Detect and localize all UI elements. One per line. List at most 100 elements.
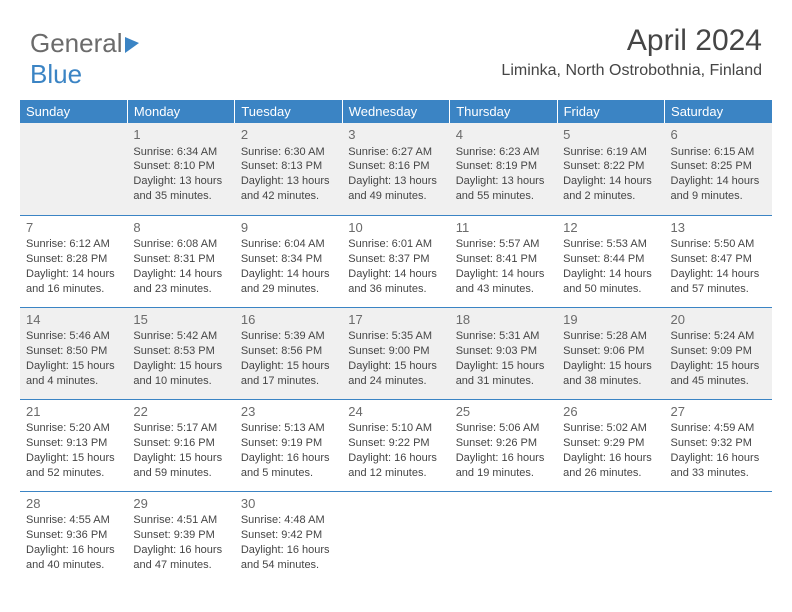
day-number: 24 [348,403,443,421]
weekday-header-row: Sunday Monday Tuesday Wednesday Thursday… [20,100,772,123]
day-details: Sunrise: 5:35 AMSunset: 9:00 PMDaylight:… [348,329,443,388]
day-number: 8 [133,219,228,237]
calendar-cell: 9Sunrise: 6:04 AMSunset: 8:34 PMDaylight… [235,215,342,307]
day-details: Sunrise: 6:08 AMSunset: 8:31 PMDaylight:… [133,237,228,296]
day-number: 7 [26,219,121,237]
day-number: 13 [671,219,766,237]
calendar-row: 1Sunrise: 6:34 AMSunset: 8:10 PMDaylight… [20,123,772,215]
day-details: Sunrise: 6:23 AMSunset: 8:19 PMDaylight:… [456,145,551,204]
calendar-cell: 25Sunrise: 5:06 AMSunset: 9:26 PMDayligh… [450,399,557,491]
weekday-tuesday: Tuesday [235,100,342,123]
day-number: 27 [671,403,766,421]
day-details: Sunrise: 5:24 AMSunset: 9:09 PMDaylight:… [671,329,766,388]
calendar-cell: 8Sunrise: 6:08 AMSunset: 8:31 PMDaylight… [127,215,234,307]
calendar-cell: 26Sunrise: 5:02 AMSunset: 9:29 PMDayligh… [557,399,664,491]
calendar-cell: 17Sunrise: 5:35 AMSunset: 9:00 PMDayligh… [342,307,449,399]
day-details: Sunrise: 5:42 AMSunset: 8:53 PMDaylight:… [133,329,228,388]
day-details: Sunrise: 6:34 AMSunset: 8:10 PMDaylight:… [133,145,228,204]
day-details: Sunrise: 5:28 AMSunset: 9:06 PMDaylight:… [563,329,658,388]
calendar-row: 7Sunrise: 6:12 AMSunset: 8:28 PMDaylight… [20,215,772,307]
calendar-cell: 23Sunrise: 5:13 AMSunset: 9:19 PMDayligh… [235,399,342,491]
day-details: Sunrise: 5:53 AMSunset: 8:44 PMDaylight:… [563,237,658,296]
day-details: Sunrise: 5:06 AMSunset: 9:26 PMDaylight:… [456,421,551,480]
location-text: Liminka, North Ostrobothnia, Finland [501,62,762,80]
calendar-cell [20,123,127,215]
day-details: Sunrise: 5:17 AMSunset: 9:16 PMDaylight:… [133,421,228,480]
weekday-friday: Friday [557,100,664,123]
day-details: Sunrise: 5:02 AMSunset: 9:29 PMDaylight:… [563,421,658,480]
calendar-cell: 18Sunrise: 5:31 AMSunset: 9:03 PMDayligh… [450,307,557,399]
day-details: Sunrise: 6:27 AMSunset: 8:16 PMDaylight:… [348,145,443,204]
day-details: Sunrise: 6:01 AMSunset: 8:37 PMDaylight:… [348,237,443,296]
weekday-sunday: Sunday [20,100,127,123]
day-number: 3 [348,126,443,144]
calendar-cell: 5Sunrise: 6:19 AMSunset: 8:22 PMDaylight… [557,123,664,215]
calendar-cell: 12Sunrise: 5:53 AMSunset: 8:44 PMDayligh… [557,215,664,307]
calendar-cell: 28Sunrise: 4:55 AMSunset: 9:36 PMDayligh… [20,491,127,583]
calendar-row: 21Sunrise: 5:20 AMSunset: 9:13 PMDayligh… [20,399,772,491]
day-details: Sunrise: 4:59 AMSunset: 9:32 PMDaylight:… [671,421,766,480]
logo-part1: General [30,28,123,58]
weekday-wednesday: Wednesday [342,100,449,123]
calendar-cell [450,491,557,583]
day-number: 29 [133,495,228,513]
day-details: Sunrise: 5:13 AMSunset: 9:19 PMDaylight:… [241,421,336,480]
logo-part2: Blue [30,59,82,89]
calendar-cell: 22Sunrise: 5:17 AMSunset: 9:16 PMDayligh… [127,399,234,491]
day-number: 4 [456,126,551,144]
day-details: Sunrise: 6:12 AMSunset: 8:28 PMDaylight:… [26,237,121,296]
day-number: 15 [133,311,228,329]
day-details: Sunrise: 6:30 AMSunset: 8:13 PMDaylight:… [241,145,336,204]
day-number: 19 [563,311,658,329]
day-number: 28 [26,495,121,513]
day-number: 17 [348,311,443,329]
day-number: 14 [26,311,121,329]
weekday-thursday: Thursday [450,100,557,123]
weekday-monday: Monday [127,100,234,123]
calendar-cell: 1Sunrise: 6:34 AMSunset: 8:10 PMDaylight… [127,123,234,215]
calendar-cell: 3Sunrise: 6:27 AMSunset: 8:16 PMDaylight… [342,123,449,215]
calendar-row: 14Sunrise: 5:46 AMSunset: 8:50 PMDayligh… [20,307,772,399]
weekday-saturday: Saturday [665,100,772,123]
calendar-cell: 14Sunrise: 5:46 AMSunset: 8:50 PMDayligh… [20,307,127,399]
day-details: Sunrise: 6:15 AMSunset: 8:25 PMDaylight:… [671,145,766,204]
day-number: 18 [456,311,551,329]
logo-arrow-icon [125,37,139,53]
day-number: 10 [348,219,443,237]
day-number: 22 [133,403,228,421]
calendar-cell: 4Sunrise: 6:23 AMSunset: 8:19 PMDaylight… [450,123,557,215]
day-number: 12 [563,219,658,237]
day-details: Sunrise: 5:39 AMSunset: 8:56 PMDaylight:… [241,329,336,388]
day-number: 9 [241,219,336,237]
day-details: Sunrise: 5:57 AMSunset: 8:41 PMDaylight:… [456,237,551,296]
day-details: Sunrise: 4:48 AMSunset: 9:42 PMDaylight:… [241,513,336,572]
calendar-cell: 15Sunrise: 5:42 AMSunset: 8:53 PMDayligh… [127,307,234,399]
day-details: Sunrise: 5:50 AMSunset: 8:47 PMDaylight:… [671,237,766,296]
day-number: 1 [133,126,228,144]
day-number: 23 [241,403,336,421]
calendar-cell: 21Sunrise: 5:20 AMSunset: 9:13 PMDayligh… [20,399,127,491]
day-details: Sunrise: 5:10 AMSunset: 9:22 PMDaylight:… [348,421,443,480]
calendar-cell [342,491,449,583]
calendar-table: Sunday Monday Tuesday Wednesday Thursday… [20,100,772,583]
day-details: Sunrise: 5:20 AMSunset: 9:13 PMDaylight:… [26,421,121,480]
calendar-cell [557,491,664,583]
header-block: April 2024 Liminka, North Ostrobothnia, … [501,24,762,80]
calendar-cell: 13Sunrise: 5:50 AMSunset: 8:47 PMDayligh… [665,215,772,307]
calendar-cell: 27Sunrise: 4:59 AMSunset: 9:32 PMDayligh… [665,399,772,491]
day-number: 6 [671,126,766,144]
day-details: Sunrise: 6:19 AMSunset: 8:22 PMDaylight:… [563,145,658,204]
day-number: 26 [563,403,658,421]
calendar-cell [665,491,772,583]
calendar-cell: 10Sunrise: 6:01 AMSunset: 8:37 PMDayligh… [342,215,449,307]
day-number: 20 [671,311,766,329]
calendar-cell: 24Sunrise: 5:10 AMSunset: 9:22 PMDayligh… [342,399,449,491]
day-details: Sunrise: 4:55 AMSunset: 9:36 PMDaylight:… [26,513,121,572]
day-number: 16 [241,311,336,329]
calendar-cell: 11Sunrise: 5:57 AMSunset: 8:41 PMDayligh… [450,215,557,307]
day-number: 5 [563,126,658,144]
day-number: 25 [456,403,551,421]
day-details: Sunrise: 6:04 AMSunset: 8:34 PMDaylight:… [241,237,336,296]
logo: General Blue [30,28,139,90]
calendar-cell: 6Sunrise: 6:15 AMSunset: 8:25 PMDaylight… [665,123,772,215]
